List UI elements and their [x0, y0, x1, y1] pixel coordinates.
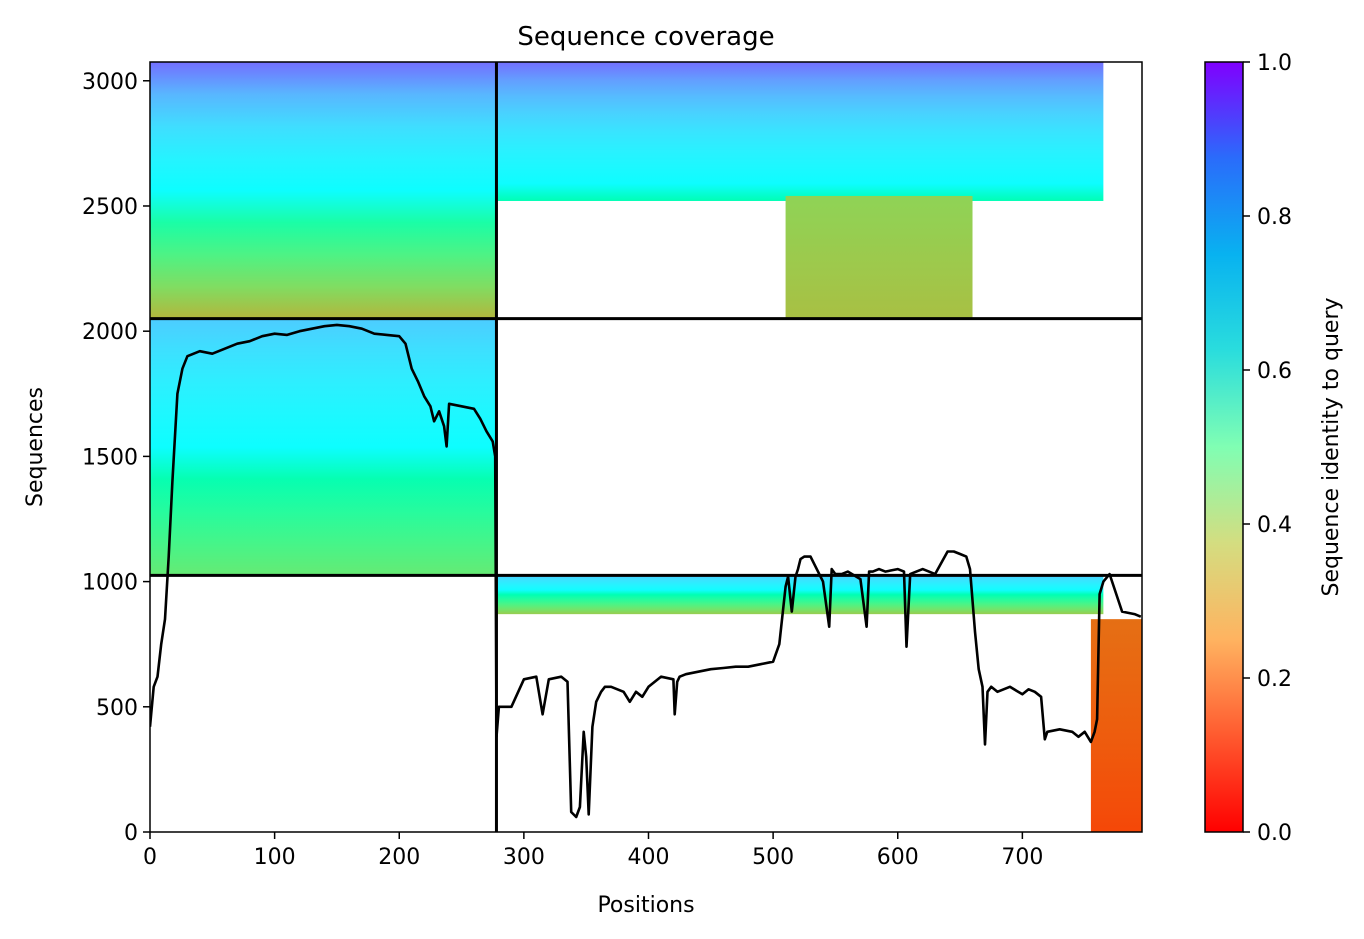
y-tick-label: 1500 — [82, 445, 138, 470]
coverage-block-5 — [496, 575, 1104, 615]
y-tick-label: 1000 — [82, 571, 138, 596]
x-tick-label: 500 — [752, 845, 794, 870]
coverage-line-group — [150, 323, 1142, 819]
x-axis: 0 100 200 300 400 500 600 700 — [143, 832, 1043, 870]
y-tick-label: 3000 — [82, 70, 138, 95]
colorbar-tick-label: 1.0 — [1257, 51, 1292, 76]
y-tick-label: 0 — [124, 821, 138, 846]
colorbar-tick-label: 0.6 — [1257, 359, 1292, 384]
plot-frame — [149, 61, 1143, 833]
x-tick-label: 100 — [254, 845, 296, 870]
chart-title: Sequence coverage — [517, 22, 774, 52]
x-tick-label: 700 — [1001, 845, 1043, 870]
coverage-heatmap — [150, 62, 1142, 832]
y-tick-label: 2000 — [82, 320, 138, 345]
y-tick-label: 500 — [96, 696, 138, 721]
coverage-block-1 — [150, 62, 497, 319]
colorbar-tick-label: 0.0 — [1257, 821, 1292, 846]
colorbar-tick-label: 0.4 — [1257, 513, 1292, 538]
coverage-block-4 — [150, 318, 497, 576]
colorbar-label: Sequence identity to query — [1319, 297, 1344, 596]
x-tick-label: 0 — [143, 845, 157, 870]
colorbar-tick-label: 0.2 — [1257, 667, 1292, 692]
coverage-block-3 — [785, 195, 973, 319]
y-axis-label: Sequences — [23, 387, 48, 507]
x-tick-label: 400 — [627, 845, 669, 870]
x-tick-label: 300 — [503, 845, 545, 870]
colorbar-tick-label: 0.8 — [1257, 205, 1292, 230]
coverage-line — [150, 323, 1142, 819]
y-axis: 0 500 1000 1500 2000 2500 3000 — [82, 70, 150, 846]
y-tick-label: 2500 — [82, 195, 138, 220]
x-axis-label: Positions — [597, 893, 694, 918]
x-tick-label: 200 — [378, 845, 420, 870]
colorbar-axis: 0.0 0.2 0.4 0.6 0.8 1.0 — [1243, 51, 1292, 846]
coverage-block-2 — [496, 62, 1104, 201]
x-tick-label: 600 — [877, 845, 919, 870]
colorbar — [1204, 61, 1244, 833]
